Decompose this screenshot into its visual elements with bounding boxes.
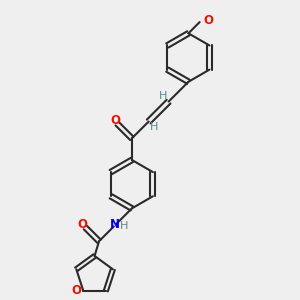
Text: O: O [72, 284, 82, 297]
Text: O: O [111, 114, 121, 127]
Text: O: O [77, 218, 88, 231]
Text: H: H [150, 122, 158, 132]
Text: H: H [120, 221, 129, 232]
Text: H: H [159, 92, 167, 101]
Text: O: O [203, 14, 213, 27]
Text: N: N [110, 218, 120, 231]
